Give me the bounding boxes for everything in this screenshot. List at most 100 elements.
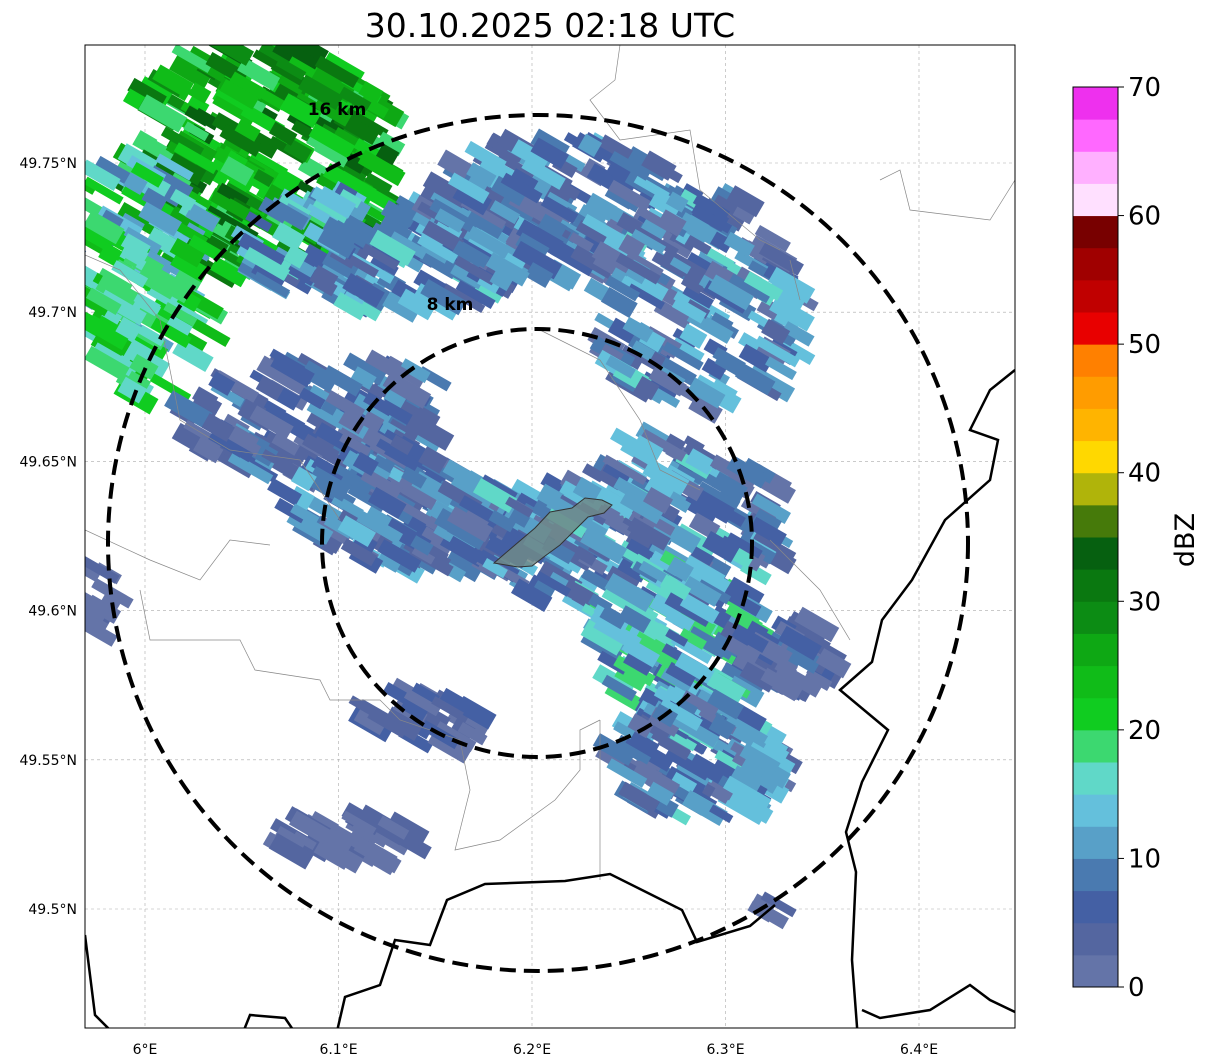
echo-cell [712, 347, 746, 374]
echo-cell [635, 205, 675, 233]
echo-cell [122, 242, 149, 267]
echo-cell [482, 558, 508, 579]
colorbar-bin [1073, 569, 1118, 602]
echo-cell [622, 316, 654, 343]
echo-cell [85, 287, 122, 316]
echo-cell [418, 446, 449, 474]
echo-cell [276, 45, 324, 70]
echo-cell [564, 154, 586, 173]
echo-cell [219, 123, 263, 157]
echo-cell [258, 196, 291, 224]
echo-cell [584, 192, 618, 222]
echo-cell [313, 96, 352, 127]
echo-cell [237, 232, 286, 269]
map-area: 16 km 8 km [85, 45, 1015, 1028]
country-borders [85, 369, 1015, 1028]
echo-cell [750, 493, 791, 524]
echo-cell [535, 571, 572, 597]
range-ring-16km [106, 113, 970, 973]
echo-cell [682, 575, 722, 607]
echo-cell [390, 713, 423, 741]
echo-cell [631, 435, 664, 464]
echo-cell [764, 735, 789, 755]
echo-cell [411, 545, 436, 565]
echo-cell [85, 555, 120, 584]
lon-tick-label: 6.2°E [513, 1042, 551, 1058]
echo-cell [455, 280, 496, 309]
colorbar-label: dBZ [1170, 513, 1201, 567]
echo-cell [220, 156, 255, 186]
echo-cell [681, 690, 719, 719]
echo-cell [382, 371, 432, 409]
colorbar-bin [1073, 922, 1118, 956]
echo-cell [746, 620, 769, 641]
echo-cell [704, 260, 750, 297]
echo-cell [184, 105, 211, 127]
echo-cell [726, 455, 769, 489]
colorbar-bin [1073, 215, 1118, 249]
echo-cell [466, 162, 497, 188]
echo-cell [201, 413, 235, 442]
echo-cell [138, 201, 182, 237]
echo-cell [598, 134, 633, 162]
echo-cell [172, 338, 214, 373]
echo-cell [666, 556, 694, 582]
echo-cell [600, 287, 638, 319]
echo-cell [268, 833, 315, 870]
echo-cell [171, 45, 213, 74]
colorbar-bin [1073, 183, 1118, 217]
echo-cell [570, 244, 616, 279]
echo-cell [357, 149, 406, 187]
echo-cell [155, 153, 194, 181]
echo-cell [85, 176, 124, 205]
echo-cell [447, 506, 494, 543]
echo-cell [378, 540, 411, 567]
colorbar: 0 10 20 30 40 50 60 70 [1072, 73, 1161, 1003]
echo-cell [198, 393, 223, 415]
echo-cell [447, 172, 490, 204]
echo-cell [169, 188, 197, 211]
echo-cell [621, 636, 660, 668]
echo-cell [369, 229, 416, 266]
echo-cell [253, 169, 275, 188]
echo-cell [617, 558, 648, 583]
echo-cell [401, 466, 427, 489]
echo-cell [389, 434, 414, 456]
range-rings [106, 113, 970, 973]
echo-cell [680, 276, 704, 295]
echo-cell [738, 343, 774, 373]
colorbar-bin [1073, 376, 1118, 409]
echo-cell [385, 811, 430, 847]
echo-cell [638, 560, 670, 585]
echo-cell [85, 314, 130, 351]
echo-cell [592, 733, 636, 766]
echo-cell [665, 433, 686, 451]
echo-cell [489, 200, 521, 225]
echo-cell [794, 606, 840, 643]
echo-cell [760, 667, 804, 701]
echo-cell [417, 231, 460, 264]
echo-cell [665, 191, 689, 213]
echo-cell [601, 674, 637, 702]
colorbar-bin [1073, 954, 1118, 988]
echo-cell [618, 605, 652, 634]
echo-cell [130, 161, 165, 188]
echo-cell [743, 271, 784, 301]
echo-cell [454, 255, 497, 286]
echo-cell [749, 516, 787, 547]
echo-cell [234, 119, 261, 142]
echo-cell [290, 466, 317, 492]
colorbar-bin [1073, 472, 1118, 506]
echo-cell [572, 476, 602, 504]
echo-cell [192, 436, 224, 464]
echo-cell [337, 515, 376, 548]
echo-cell [368, 254, 399, 280]
echo-cell [669, 730, 698, 752]
echo-cell [702, 530, 740, 563]
echo-cell [152, 269, 194, 304]
echo-cell [778, 625, 822, 661]
echo-cell [215, 451, 254, 479]
echo-cell [298, 387, 326, 410]
echo-cell [256, 87, 287, 111]
echo-cell [681, 558, 731, 598]
